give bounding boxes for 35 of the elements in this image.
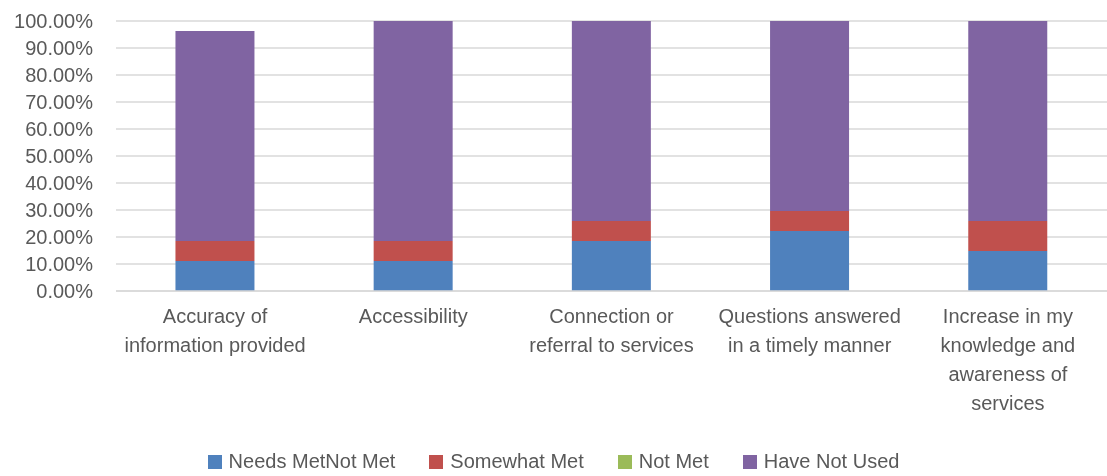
bar [968, 21, 1048, 222]
y-tick-label: 40.00% [25, 172, 94, 195]
x-tick-label: Increase in my knowledge and awareness of services [940, 305, 1076, 414]
y-tick-label: 80.00% [25, 64, 94, 87]
legend-label: Have Not Used [762, 450, 900, 473]
y-tick-label: 50.00% [25, 145, 94, 168]
bar [175, 30, 255, 242]
bar [373, 21, 453, 242]
y-tick-label: 90.00% [25, 37, 94, 60]
y-tick-label: 100.00% [14, 10, 94, 33]
x-tick-label: Accuracy of information provided [124, 305, 306, 356]
y-tick-label: 20.00% [25, 226, 94, 249]
legend-label: Somewhat Met [449, 450, 584, 473]
x-tick-label: Accessibility [358, 305, 468, 327]
bar [571, 21, 651, 222]
bar [968, 221, 1048, 252]
bar [373, 261, 453, 291]
y-tick-label: 10.00% [25, 253, 94, 276]
y-tick-label: 30.00% [25, 199, 94, 222]
bar [968, 251, 1048, 291]
bar [571, 221, 651, 242]
bar [175, 241, 255, 262]
y-tick-label: 0.00% [36, 280, 94, 303]
x-tick-label: Questions answered in a timely manner [718, 305, 901, 356]
x-tick-label: Connection or referral to services [529, 305, 694, 356]
bar [373, 241, 453, 262]
legend-label: Not Met [637, 450, 709, 473]
bar [770, 21, 850, 212]
bar [770, 231, 850, 291]
y-tick-label: 60.00% [25, 118, 94, 141]
bar [571, 241, 651, 291]
bar [175, 261, 255, 291]
legend-label: Needs MetNot Met [227, 450, 396, 473]
y-tick-label: 70.00% [25, 91, 94, 114]
bar [770, 211, 850, 232]
